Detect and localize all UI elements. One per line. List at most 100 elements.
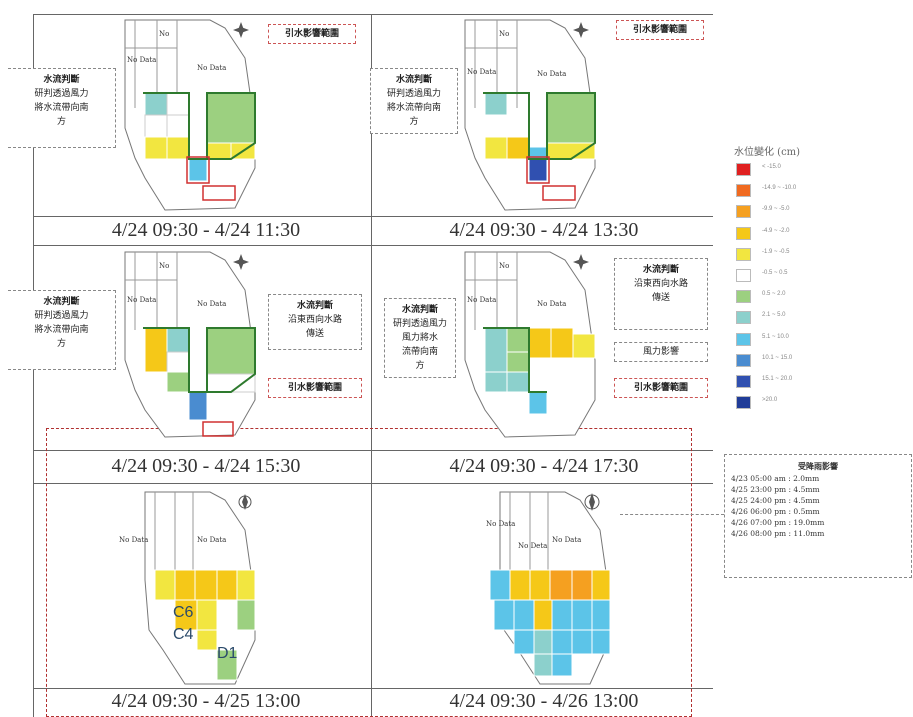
legend-swatch	[736, 396, 751, 410]
station-label-c4: C4	[173, 626, 194, 643]
grid-row2-bottom	[33, 483, 713, 484]
callout-line-2: 傳送	[651, 293, 670, 303]
legend-swatch	[736, 375, 751, 388]
map-label-no: No	[499, 262, 509, 270]
grid-row2-divider	[33, 450, 713, 451]
legend-swatch	[736, 247, 751, 261]
station-label-d1: D1	[217, 645, 238, 662]
panel-caption-3: 4/24 09:30 - 4/24 15:30	[111, 455, 301, 477]
panel-caption-1: 4/24 09:30 - 4/24 11:30	[111, 219, 301, 241]
map-label-no: No	[159, 262, 169, 270]
map-label-no-data-1: No Data	[127, 56, 156, 64]
legend-label: -0.5 ~ 0.5	[762, 270, 788, 276]
callout-title: 水流判斷	[401, 305, 438, 315]
panel-caption-5: 4/24 09:30 - 4/25 13:00	[111, 690, 301, 712]
legend-label: >20.0	[762, 397, 778, 404]
legend-swatch	[736, 226, 751, 240]
legend-swatch	[736, 163, 751, 176]
map-label-no-data-2: No Data	[537, 300, 566, 308]
legend-label: -1.9 ~ -0.5	[762, 248, 790, 255]
grid-row3-divider	[33, 688, 713, 689]
callout-title: 水流判斷	[43, 75, 80, 85]
compass-icon	[573, 254, 589, 270]
callout-intake-area-3: 引水影響範圍	[268, 378, 362, 398]
callout-line-2: 風力將水	[401, 333, 438, 343]
callout-intake-area-1: 引水影響範圍	[268, 24, 356, 44]
map-label-no-data-1: No Data	[127, 296, 156, 304]
callout-water-flow-2: 水流判斷 研判透過風力 將水流帶向南 方	[370, 68, 458, 134]
legend-swatch	[736, 205, 751, 219]
callout-line-3: 流帶向南	[401, 347, 438, 357]
callout-water-flow-4: 水流判斷 研判透過風力 風力將水 流帶向南 方	[384, 298, 456, 378]
legend-swatch	[736, 290, 751, 304]
legend-label: -9.9 ~ -5.0	[762, 206, 790, 213]
callout-title: 水流判斷	[642, 265, 679, 275]
compass-icon	[242, 494, 248, 510]
map-label-no-data-2: No Data	[537, 70, 566, 78]
map-label-no-data-2: No Data	[197, 300, 226, 308]
legend-title: 水位變化 (cm)	[734, 147, 801, 158]
panel-caption-4: 4/24 09:30 - 4/24 17:30	[449, 455, 639, 477]
callout-line-2: 將水流帶向南	[34, 103, 89, 113]
legend-label: 5.1 ~ 10.0	[762, 333, 789, 340]
map-label-no-data-2: No Data	[197, 536, 226, 544]
map-panel-5: No Data No Data	[119, 491, 256, 685]
map-label-no-data-2: No Data	[197, 64, 226, 72]
grid-top-border	[33, 14, 713, 15]
compass-icon	[589, 493, 595, 511]
map-panel-1: No No Data No Data	[124, 19, 256, 211]
callout-title: 水流判斷	[296, 301, 333, 311]
rainfall-line-4: 4/26 06:00 pm : 0.5mm	[731, 507, 820, 516]
map-label-no-data-2: No Data	[552, 536, 581, 544]
callout-line-1: 研判透過風力	[392, 319, 447, 329]
callout-line-1: 研判透過風力	[386, 89, 441, 99]
legend-label: 0.5 ~ 2.0	[762, 291, 786, 298]
legend-label: 10.1 ~ 15.0	[762, 354, 793, 361]
callout-water-flow-3: 水流判斷 研判透過風力 將水流帶向南 方	[8, 290, 116, 370]
rainfall-info-box: 受降雨影響 4/23 05:00 am : 2.0mm 4/25 23:00 p…	[724, 454, 912, 578]
callout-east-west-2: 水流判斷 沿東西向水路 傳送	[614, 258, 708, 330]
map-label-no-data-1: No Data	[467, 68, 496, 76]
compass-icon	[573, 22, 589, 38]
legend-swatch	[736, 311, 751, 325]
callout-line-4: 方	[415, 361, 425, 371]
rainfall-title: 受降雨影響	[798, 461, 838, 471]
rainfall-region-connector	[620, 514, 724, 515]
map-label-no-data-1: No Data	[119, 536, 148, 544]
map-label-no-data-1: No Data	[467, 296, 496, 304]
grid-row1-bottom	[33, 245, 713, 246]
callout-title: 水流判斷	[395, 75, 432, 85]
map-panel-6: No Data No Deta No Data	[486, 491, 611, 685]
callout-intake-area-2: 引水影響範圍	[616, 20, 704, 40]
legend-label: 15.1 ~ 20.0	[762, 376, 793, 382]
callout-line-3: 方	[56, 339, 66, 349]
map-label-no-deta: No Deta	[518, 542, 547, 550]
grid-middle-divider	[371, 14, 372, 717]
legend-label: -4.9 ~ -2.0	[762, 227, 790, 234]
compass-icon	[233, 22, 249, 38]
map-label-no-data-1: No Data	[486, 520, 515, 528]
callout-line-2: 將水流帶向南	[34, 325, 89, 335]
callout-line-3: 方	[409, 117, 419, 127]
legend-label: -14.9 ~ -10.0	[762, 185, 797, 192]
grid-row1-divider	[33, 216, 713, 217]
callout-line-1: 沿東西向水路	[287, 315, 342, 325]
map-label-no: No	[159, 30, 169, 38]
map-panel-3: No No Data No Data	[124, 251, 256, 438]
callout-intake-area-4: 引水影響範圍	[614, 378, 708, 398]
callout-line-1: 研判透過風力	[34, 311, 89, 321]
rainfall-line-6: 4/26 08:00 pm : 11.0mm	[731, 529, 825, 538]
legend-label: 2.1 ~ 5.0	[762, 312, 786, 319]
legend-swatch	[736, 332, 751, 346]
callout-line-2: 將水流帶向南	[386, 103, 441, 113]
panel-caption-6: 4/24 09:30 - 4/26 13:00	[449, 690, 639, 712]
rainfall-line-5: 4/26 07:00 pm : 19.0mm	[731, 518, 825, 527]
rainfall-line-1: 4/23 05:00 am : 2.0mm	[731, 474, 820, 483]
rainfall-line-2: 4/25 23:00 pm : 4.5mm	[731, 485, 820, 494]
callout-line-1: 研判透過風力	[34, 89, 89, 99]
legend-swatch	[736, 269, 751, 282]
compass-icon	[233, 254, 249, 270]
legend-swatch	[736, 353, 751, 367]
map-panel-4: No No Data No Data	[464, 251, 596, 438]
map-label-no: No	[499, 30, 509, 38]
